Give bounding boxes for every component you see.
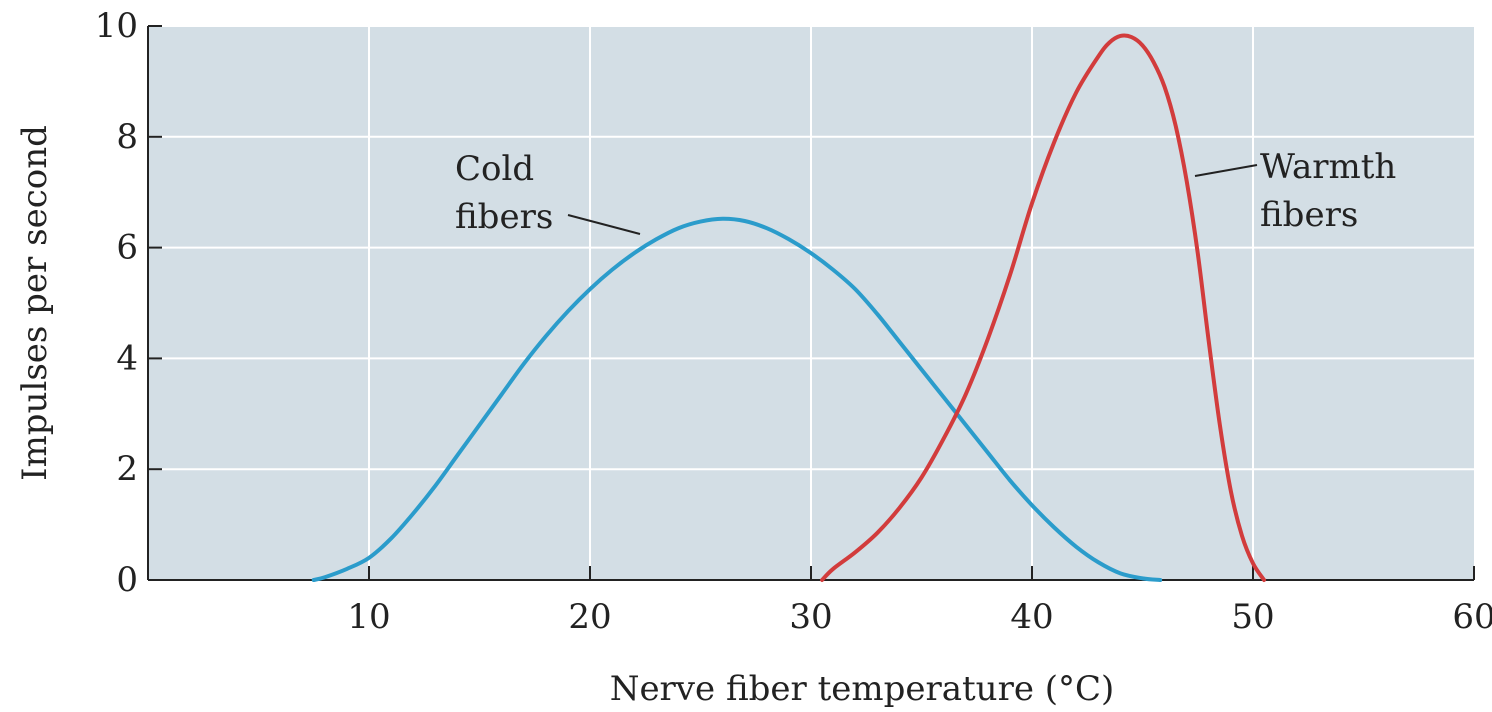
x-tick-label-50: 50 [1231, 597, 1274, 637]
cold-fibers-label-line-1: Cold [455, 149, 534, 189]
grid-lines [148, 25, 1474, 580]
warmth-fibers-label-line-1: Warmth [1260, 147, 1396, 187]
warmth-fibers-leader-line [1194, 164, 1258, 177]
x-axis-title: Nerve fiber temperature (°C) [610, 669, 1115, 709]
x-tick-label-30: 30 [789, 597, 832, 637]
x-tick-label-20: 20 [568, 597, 611, 637]
y-tick-label-10: 10 [95, 6, 138, 46]
x-tick-label-60: 60 [1452, 597, 1492, 637]
cold-fibers-label-line-2: fibers [455, 197, 553, 237]
cold-fibers-curve [311, 216, 1163, 582]
y-tick-label-6: 6 [116, 228, 138, 268]
y-tick-label-4: 4 [116, 338, 138, 378]
annotations: Cold fibers Warmth fibers [455, 147, 1396, 237]
series-lines [311, 33, 1267, 582]
y-tick-label-0: 0 [116, 560, 138, 600]
warmth-fibers-curve [820, 33, 1267, 582]
cold-fibers-leader-line [567, 214, 641, 235]
axes [147, 25, 1475, 581]
y-tick-label-8: 8 [116, 117, 138, 157]
tick-labels: 0 2 4 6 8 10 10 20 30 40 50 60 [95, 6, 1492, 637]
warmth-fibers-label-line-2: fibers [1260, 195, 1358, 235]
x-tick-label-40: 40 [1010, 597, 1053, 637]
y-tick-label-2: 2 [116, 449, 138, 489]
x-tick-label-10: 10 [347, 597, 390, 637]
y-axis-title: Impulses per second [15, 125, 55, 481]
